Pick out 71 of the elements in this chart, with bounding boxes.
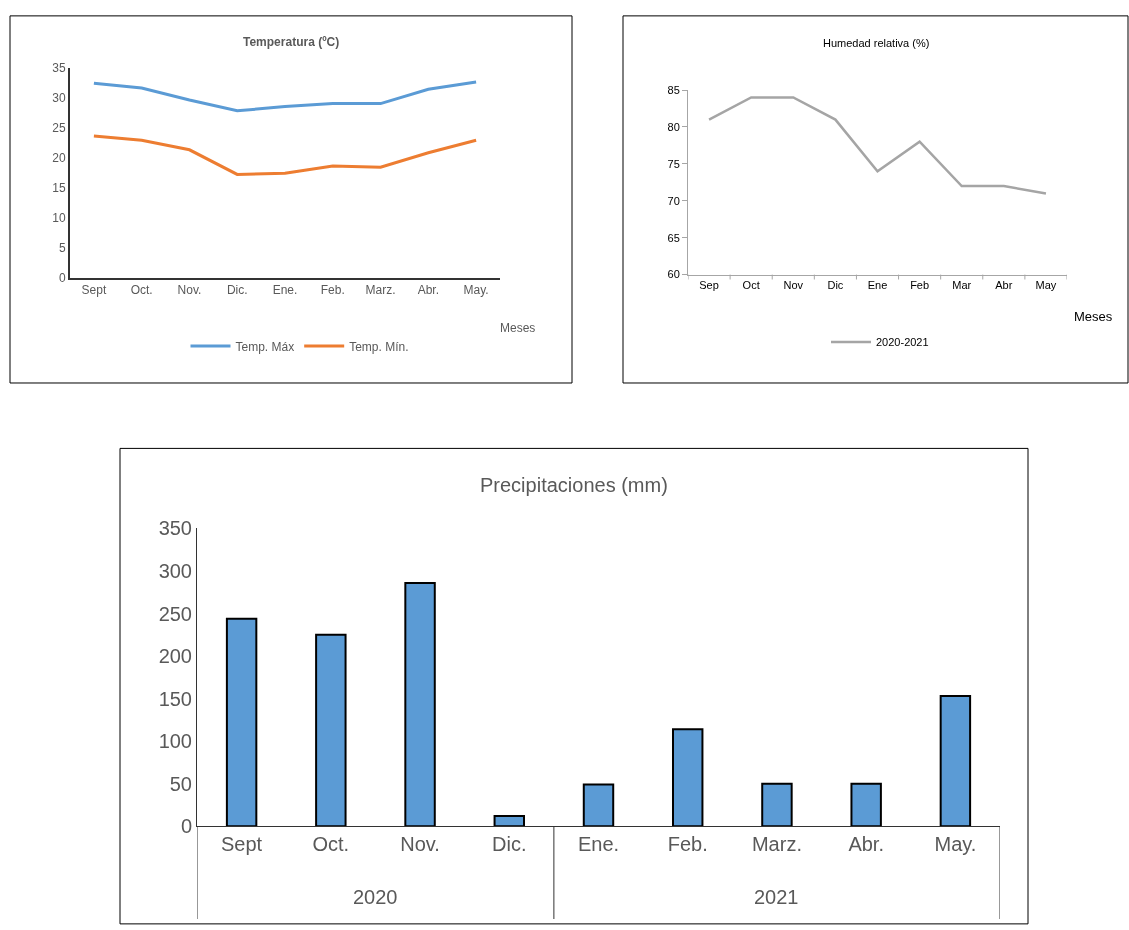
- x-tick-label: Ene.: [272, 282, 298, 297]
- x-tick-label: Abr.: [417, 282, 440, 297]
- bar: [761, 782, 793, 827]
- y-tick-label: 75: [667, 157, 680, 170]
- x-tick-label: Nov.: [177, 282, 202, 297]
- x-tick-label: Abr: [995, 278, 1013, 291]
- bar: [939, 695, 972, 827]
- bar: [493, 815, 525, 827]
- x-tick-label: Sept: [221, 833, 263, 856]
- x-tick-label: Feb: [910, 278, 930, 291]
- x-tick-label: Mar: [952, 278, 972, 291]
- legend-label: Temp. Mín.: [349, 339, 409, 354]
- y-tick-label: 60: [667, 268, 680, 281]
- y-tick-label: 5: [58, 240, 66, 255]
- line-series: [92, 134, 478, 176]
- chart-title: Humedad relativa (%): [823, 37, 930, 49]
- bar: [850, 782, 882, 827]
- x-tick-label: Feb.: [667, 833, 708, 856]
- text: 2020: [353, 886, 398, 908]
- x-tick-label: Dic: [827, 278, 844, 291]
- x-axis-title: Meses: [500, 321, 536, 335]
- x-axis-title: Meses: [1074, 309, 1113, 324]
- x-tick-label: Abr.: [848, 833, 884, 856]
- legend-label: 2020-2021: [876, 336, 929, 349]
- y-tick-label: 80: [667, 120, 680, 133]
- x-tick-label: Ene.: [577, 833, 620, 856]
- y-tick-label: 15: [52, 180, 66, 195]
- x-tick-label: Ene: [867, 278, 888, 291]
- x-tick-label: May.: [463, 282, 489, 297]
- x-tick-label: Sept: [81, 282, 107, 297]
- y-tick-label: 300: [158, 560, 192, 582]
- y-tick-label: 0: [180, 815, 192, 838]
- legend-label: Temp. Máx: [235, 339, 295, 354]
- y-tick-label: 350: [158, 517, 192, 540]
- bar: [404, 581, 436, 827]
- x-tick-label: Nov.: [400, 833, 440, 856]
- y-tick-label: 100: [158, 730, 192, 753]
- y-tick-label: 200: [158, 645, 192, 668]
- x-tick-label: Oct.: [130, 282, 153, 297]
- x-tick-label: Oct: [742, 278, 760, 291]
- x-tick-label: Oct.: [312, 833, 350, 856]
- x-tick-label: May.: [934, 833, 977, 856]
- chart-title: Temperatura (ºC): [243, 35, 340, 49]
- y-tick-label: 150: [158, 687, 192, 710]
- x-tick-label: May: [1035, 278, 1057, 291]
- y-tick-label: 35: [52, 60, 66, 75]
- x-tick-label: Sep: [699, 278, 719, 291]
- y-tick-label: 30: [52, 90, 66, 105]
- line-series: [92, 80, 478, 113]
- y-tick-label: 20: [52, 150, 66, 165]
- y-tick-label: 0: [58, 270, 66, 285]
- bar: [225, 617, 258, 827]
- x-tick-label: Dic.: [492, 833, 527, 856]
- y-tick-label: 65: [667, 231, 680, 244]
- x-tick-label: Dic.: [226, 282, 248, 297]
- y-tick-label: 70: [667, 194, 680, 207]
- y-tick-label: 85: [667, 83, 680, 96]
- y-tick-label: 50: [169, 772, 192, 795]
- y-tick-label: 250: [158, 602, 192, 625]
- chart-title: Precipitaciones (mm): [480, 474, 668, 496]
- bar: [582, 783, 615, 827]
- y-tick-label: 10: [52, 210, 66, 225]
- bar: [315, 633, 347, 827]
- x-tick-label: Marz.: [751, 833, 802, 856]
- bar: [672, 728, 704, 827]
- text: 2021: [754, 886, 799, 908]
- x-tick-label: Feb.: [320, 282, 345, 297]
- line-series: [707, 96, 1048, 195]
- y-tick-label: 25: [52, 120, 66, 135]
- x-tick-label: Marz.: [365, 282, 396, 297]
- x-tick-label: Nov: [783, 278, 804, 291]
